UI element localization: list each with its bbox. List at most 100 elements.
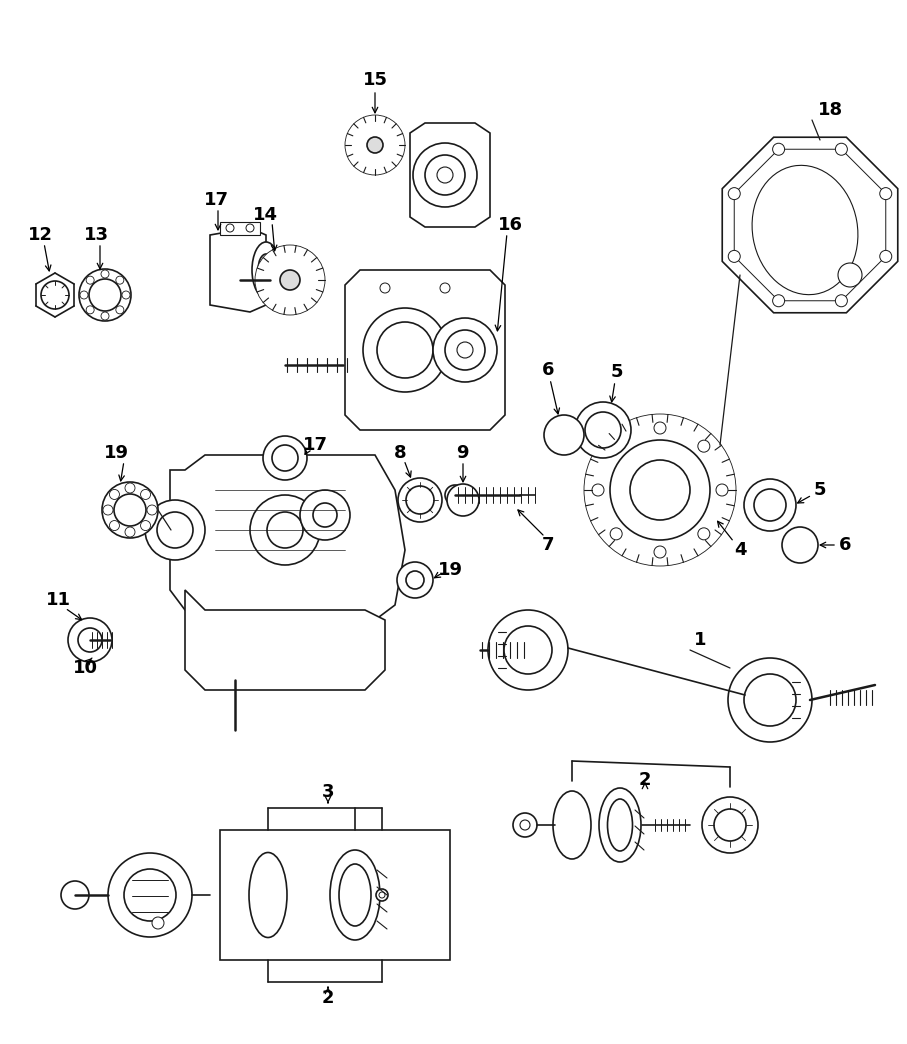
Circle shape <box>86 306 94 314</box>
Circle shape <box>457 342 473 358</box>
Circle shape <box>773 143 785 156</box>
Circle shape <box>504 626 552 674</box>
Circle shape <box>108 853 192 938</box>
Circle shape <box>313 503 337 527</box>
Circle shape <box>835 294 847 307</box>
Text: 7: 7 <box>541 536 554 554</box>
Circle shape <box>585 412 621 448</box>
Circle shape <box>363 308 447 392</box>
Text: 6: 6 <box>541 361 554 379</box>
Text: 13: 13 <box>83 226 109 244</box>
Circle shape <box>250 495 320 565</box>
Circle shape <box>838 263 862 287</box>
Ellipse shape <box>219 248 241 292</box>
Text: 15: 15 <box>363 71 387 89</box>
Text: 11: 11 <box>45 591 71 609</box>
Circle shape <box>782 527 818 563</box>
Circle shape <box>270 260 310 300</box>
Ellipse shape <box>608 799 632 851</box>
Text: 5: 5 <box>610 363 623 381</box>
Circle shape <box>141 490 151 499</box>
Text: 4: 4 <box>734 541 746 559</box>
Circle shape <box>68 618 112 662</box>
Circle shape <box>379 892 385 898</box>
Circle shape <box>345 115 405 175</box>
Bar <box>220 830 450 960</box>
Circle shape <box>61 881 89 909</box>
Circle shape <box>124 869 176 921</box>
Circle shape <box>280 270 300 290</box>
Ellipse shape <box>752 165 858 294</box>
Ellipse shape <box>211 235 249 305</box>
Circle shape <box>147 505 157 515</box>
Circle shape <box>267 512 303 548</box>
Circle shape <box>110 490 120 499</box>
Circle shape <box>79 269 131 321</box>
Polygon shape <box>220 222 260 235</box>
Text: 10: 10 <box>73 659 97 677</box>
Polygon shape <box>722 137 898 313</box>
Circle shape <box>380 283 390 293</box>
Circle shape <box>103 505 113 515</box>
Ellipse shape <box>258 254 274 286</box>
Polygon shape <box>410 123 490 227</box>
Circle shape <box>102 482 158 538</box>
Circle shape <box>110 521 120 530</box>
Circle shape <box>413 143 477 207</box>
Circle shape <box>588 418 732 562</box>
Circle shape <box>157 512 193 548</box>
Circle shape <box>544 416 584 455</box>
Circle shape <box>226 224 234 232</box>
Text: 17: 17 <box>303 436 327 454</box>
Polygon shape <box>210 228 266 312</box>
Circle shape <box>445 330 485 370</box>
Circle shape <box>697 441 710 452</box>
Circle shape <box>406 571 424 589</box>
Circle shape <box>440 283 450 293</box>
Circle shape <box>584 414 736 566</box>
Circle shape <box>272 445 298 471</box>
Circle shape <box>367 137 383 153</box>
Circle shape <box>450 490 460 500</box>
Ellipse shape <box>339 864 371 926</box>
Circle shape <box>258 248 322 312</box>
Circle shape <box>702 797 758 853</box>
Circle shape <box>445 485 465 505</box>
Circle shape <box>263 436 307 480</box>
Circle shape <box>754 489 786 521</box>
Circle shape <box>744 479 796 531</box>
Circle shape <box>101 312 109 321</box>
Circle shape <box>654 546 666 557</box>
Circle shape <box>697 528 710 540</box>
Circle shape <box>80 291 88 299</box>
Circle shape <box>145 500 205 560</box>
Circle shape <box>116 306 124 314</box>
Circle shape <box>610 441 622 452</box>
Text: 19: 19 <box>437 561 463 579</box>
Circle shape <box>744 674 796 726</box>
Circle shape <box>89 279 121 311</box>
Polygon shape <box>170 455 405 620</box>
Circle shape <box>630 460 690 520</box>
Text: 19: 19 <box>103 444 129 462</box>
Ellipse shape <box>249 853 287 938</box>
Text: 3: 3 <box>322 783 335 801</box>
Text: 2: 2 <box>639 772 651 789</box>
Circle shape <box>714 809 746 841</box>
Circle shape <box>86 277 94 284</box>
Circle shape <box>835 143 847 156</box>
Circle shape <box>437 167 453 183</box>
Circle shape <box>610 440 710 540</box>
Text: 2: 2 <box>322 989 335 1007</box>
Circle shape <box>255 245 325 315</box>
Text: 6: 6 <box>839 536 852 554</box>
Circle shape <box>447 484 479 516</box>
Ellipse shape <box>330 850 380 940</box>
Circle shape <box>376 889 388 901</box>
Circle shape <box>728 658 812 742</box>
Circle shape <box>425 155 465 195</box>
Text: 12: 12 <box>27 226 53 244</box>
Text: 8: 8 <box>394 444 406 462</box>
Circle shape <box>773 294 785 307</box>
Circle shape <box>114 494 146 526</box>
